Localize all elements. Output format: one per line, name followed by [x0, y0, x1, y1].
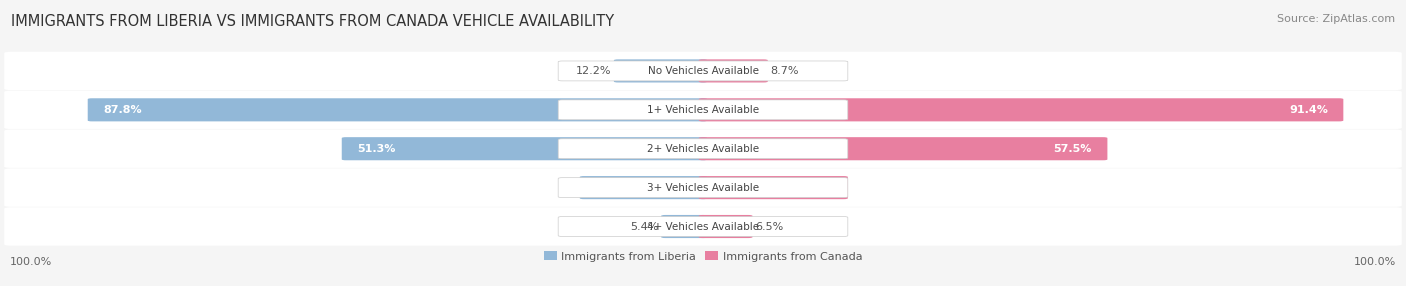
FancyBboxPatch shape: [699, 59, 768, 82]
Text: 87.8%: 87.8%: [103, 105, 142, 115]
Text: Source: ZipAtlas.com: Source: ZipAtlas.com: [1277, 14, 1395, 24]
FancyBboxPatch shape: [699, 176, 848, 199]
Text: 1+ Vehicles Available: 1+ Vehicles Available: [647, 105, 759, 115]
Text: IMMIGRANTS FROM LIBERIA VS IMMIGRANTS FROM CANADA VEHICLE AVAILABILITY: IMMIGRANTS FROM LIBERIA VS IMMIGRANTS FR…: [11, 14, 614, 29]
FancyBboxPatch shape: [661, 215, 707, 238]
FancyBboxPatch shape: [558, 217, 848, 237]
FancyBboxPatch shape: [342, 137, 707, 160]
Text: 57.5%: 57.5%: [1053, 144, 1092, 154]
FancyBboxPatch shape: [699, 215, 752, 238]
Text: 100.0%: 100.0%: [1354, 257, 1396, 267]
FancyBboxPatch shape: [558, 61, 848, 81]
FancyBboxPatch shape: [699, 98, 1343, 121]
Text: 8.7%: 8.7%: [770, 66, 799, 76]
Text: 4+ Vehicles Available: 4+ Vehicles Available: [647, 222, 759, 231]
FancyBboxPatch shape: [4, 207, 1402, 246]
Text: 51.3%: 51.3%: [357, 144, 395, 154]
Text: 17.1%: 17.1%: [595, 183, 634, 192]
FancyBboxPatch shape: [4, 168, 1402, 207]
FancyBboxPatch shape: [558, 178, 848, 198]
Text: 5.4%: 5.4%: [630, 222, 658, 231]
Text: 91.4%: 91.4%: [1289, 105, 1327, 115]
Text: 100.0%: 100.0%: [10, 257, 52, 267]
FancyBboxPatch shape: [558, 139, 848, 159]
Legend: Immigrants from Liberia, Immigrants from Canada: Immigrants from Liberia, Immigrants from…: [538, 247, 868, 266]
FancyBboxPatch shape: [4, 91, 1402, 129]
Text: No Vehicles Available: No Vehicles Available: [648, 66, 758, 76]
Text: 6.5%: 6.5%: [755, 222, 783, 231]
Text: 20.2%: 20.2%: [794, 183, 832, 192]
Text: 2+ Vehicles Available: 2+ Vehicles Available: [647, 144, 759, 154]
FancyBboxPatch shape: [558, 100, 848, 120]
FancyBboxPatch shape: [4, 52, 1402, 90]
Text: 3+ Vehicles Available: 3+ Vehicles Available: [647, 183, 759, 192]
FancyBboxPatch shape: [579, 176, 707, 199]
FancyBboxPatch shape: [614, 59, 707, 82]
FancyBboxPatch shape: [4, 130, 1402, 168]
FancyBboxPatch shape: [699, 137, 1108, 160]
FancyBboxPatch shape: [87, 98, 707, 121]
Text: 12.2%: 12.2%: [575, 66, 612, 76]
